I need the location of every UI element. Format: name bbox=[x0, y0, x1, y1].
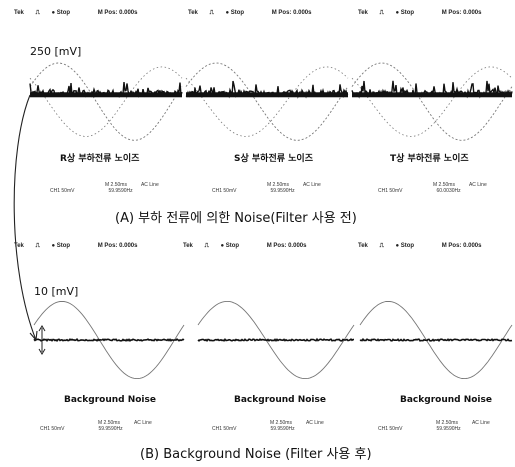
stop-dot-icon: ● bbox=[225, 10, 230, 16]
scope-footer: M 2.50ms AC Line CH1 50mV 59.9590Hz bbox=[50, 182, 159, 194]
waveform-panel bbox=[33, 300, 185, 380]
scope-header: Tek ⎍ ● Stop M Pos: 0.000s bbox=[188, 10, 311, 17]
panel-label: R상 부하전류 노이즈 bbox=[60, 154, 140, 164]
noise-band bbox=[352, 92, 512, 98]
panel-label: T상 부하전류 노이즈 bbox=[390, 154, 469, 164]
position-label: M Pos: 0.000s bbox=[441, 243, 482, 249]
mode-label: Stop bbox=[225, 243, 240, 249]
mode-label: Stop bbox=[56, 10, 71, 16]
sine-reference bbox=[351, 62, 513, 141]
scope-footer: M 2.50ms AC Line CH1 50mV 59.9590Hz bbox=[378, 420, 490, 432]
waveform-panel bbox=[351, 62, 513, 141]
scope-header: Tek ⎍ ● Stop M Pos: 0.000s bbox=[358, 10, 481, 17]
waveform-panel bbox=[185, 62, 349, 141]
sine-reference bbox=[29, 66, 183, 137]
scale-label: 250 [mV] bbox=[30, 45, 82, 58]
mode-label: Stop bbox=[400, 243, 415, 249]
panel-label: Background Noise bbox=[234, 395, 326, 405]
trigger-pulse-icon: ⎍ bbox=[209, 10, 214, 16]
scope-footer: M 2.50ms AC Line CH1 50mV 59.9590Hz bbox=[212, 182, 321, 194]
sine-reference bbox=[197, 300, 355, 380]
noise-band bbox=[186, 92, 348, 98]
panel-label: S상 부하전류 노이즈 bbox=[234, 154, 313, 164]
tek-label: Tek bbox=[14, 10, 24, 16]
noise-trace bbox=[197, 337, 354, 343]
panel-label: Background Noise bbox=[64, 395, 156, 405]
scope-header: Tek ⎍ ● Stop M Pos: 0.000s bbox=[358, 243, 481, 250]
waveform-panel bbox=[197, 300, 355, 380]
position-label: M Pos: 0.000s bbox=[441, 10, 482, 16]
position-label: M Pos: 0.000s bbox=[266, 243, 307, 249]
sine-reference bbox=[185, 62, 349, 141]
position-label: M Pos: 0.000s bbox=[271, 10, 312, 16]
tek-label: Tek bbox=[14, 243, 24, 249]
scope-footer: M 2.50ms AC Line CH1 50mV 59.9590Hz bbox=[212, 420, 324, 432]
position-label: M Pos: 0.000s bbox=[97, 10, 138, 16]
sine-reference bbox=[359, 300, 513, 380]
mode-label: Stop bbox=[230, 10, 245, 16]
stop-dot-icon: ● bbox=[220, 243, 225, 249]
scope-footer: M 2.50ms AC Line CH1 50mV 59.9590Hz bbox=[40, 420, 152, 432]
position-label: M Pos: 0.000s bbox=[97, 243, 138, 249]
scope-header: Tek ⎍ ● Stop M Pos: 0.000s bbox=[14, 243, 137, 250]
sine-reference bbox=[351, 66, 513, 137]
tek-label: Tek bbox=[183, 243, 193, 249]
scale-label: 10 [mV] bbox=[34, 285, 79, 298]
scope-footer: M 2.50ms AC Line CH1 50mV 60.0030Hz bbox=[378, 182, 487, 194]
sine-reference bbox=[33, 300, 185, 380]
trigger-pulse-icon: ⎍ bbox=[379, 243, 384, 249]
stop-dot-icon: ● bbox=[51, 10, 56, 16]
sine-reference bbox=[185, 66, 349, 137]
stop-dot-icon: ● bbox=[395, 10, 400, 16]
panel-label: Background Noise bbox=[400, 395, 492, 405]
sine-reference bbox=[29, 62, 183, 141]
stop-dot-icon: ● bbox=[51, 243, 56, 249]
trigger-pulse-icon: ⎍ bbox=[35, 243, 40, 249]
stop-dot-icon: ● bbox=[395, 243, 400, 249]
waveform-panel bbox=[359, 300, 513, 380]
figure-caption: (A) 부하 전류에 의한 Noise(Filter 사용 전) bbox=[115, 211, 357, 226]
scope-header: Tek ⎍ ● Stop M Pos: 0.000s bbox=[183, 243, 306, 250]
tek-label: Tek bbox=[188, 10, 198, 16]
tek-label: Tek bbox=[358, 243, 368, 249]
trigger-pulse-icon: ⎍ bbox=[204, 243, 209, 249]
scope-header: Tek ⎍ ● Stop M Pos: 0.000s bbox=[14, 10, 137, 17]
noise-band bbox=[30, 92, 182, 98]
noise-trace bbox=[359, 337, 513, 343]
waveform-panel bbox=[29, 62, 183, 141]
noise-trace bbox=[33, 338, 185, 342]
trigger-pulse-icon: ⎍ bbox=[379, 10, 384, 16]
mode-label: Stop bbox=[56, 243, 71, 249]
mode-label: Stop bbox=[400, 10, 415, 16]
figure-caption: (B) Background Noise (Filter 사용 후) bbox=[140, 447, 372, 462]
trigger-pulse-icon: ⎍ bbox=[35, 10, 40, 16]
tek-label: Tek bbox=[358, 10, 368, 16]
